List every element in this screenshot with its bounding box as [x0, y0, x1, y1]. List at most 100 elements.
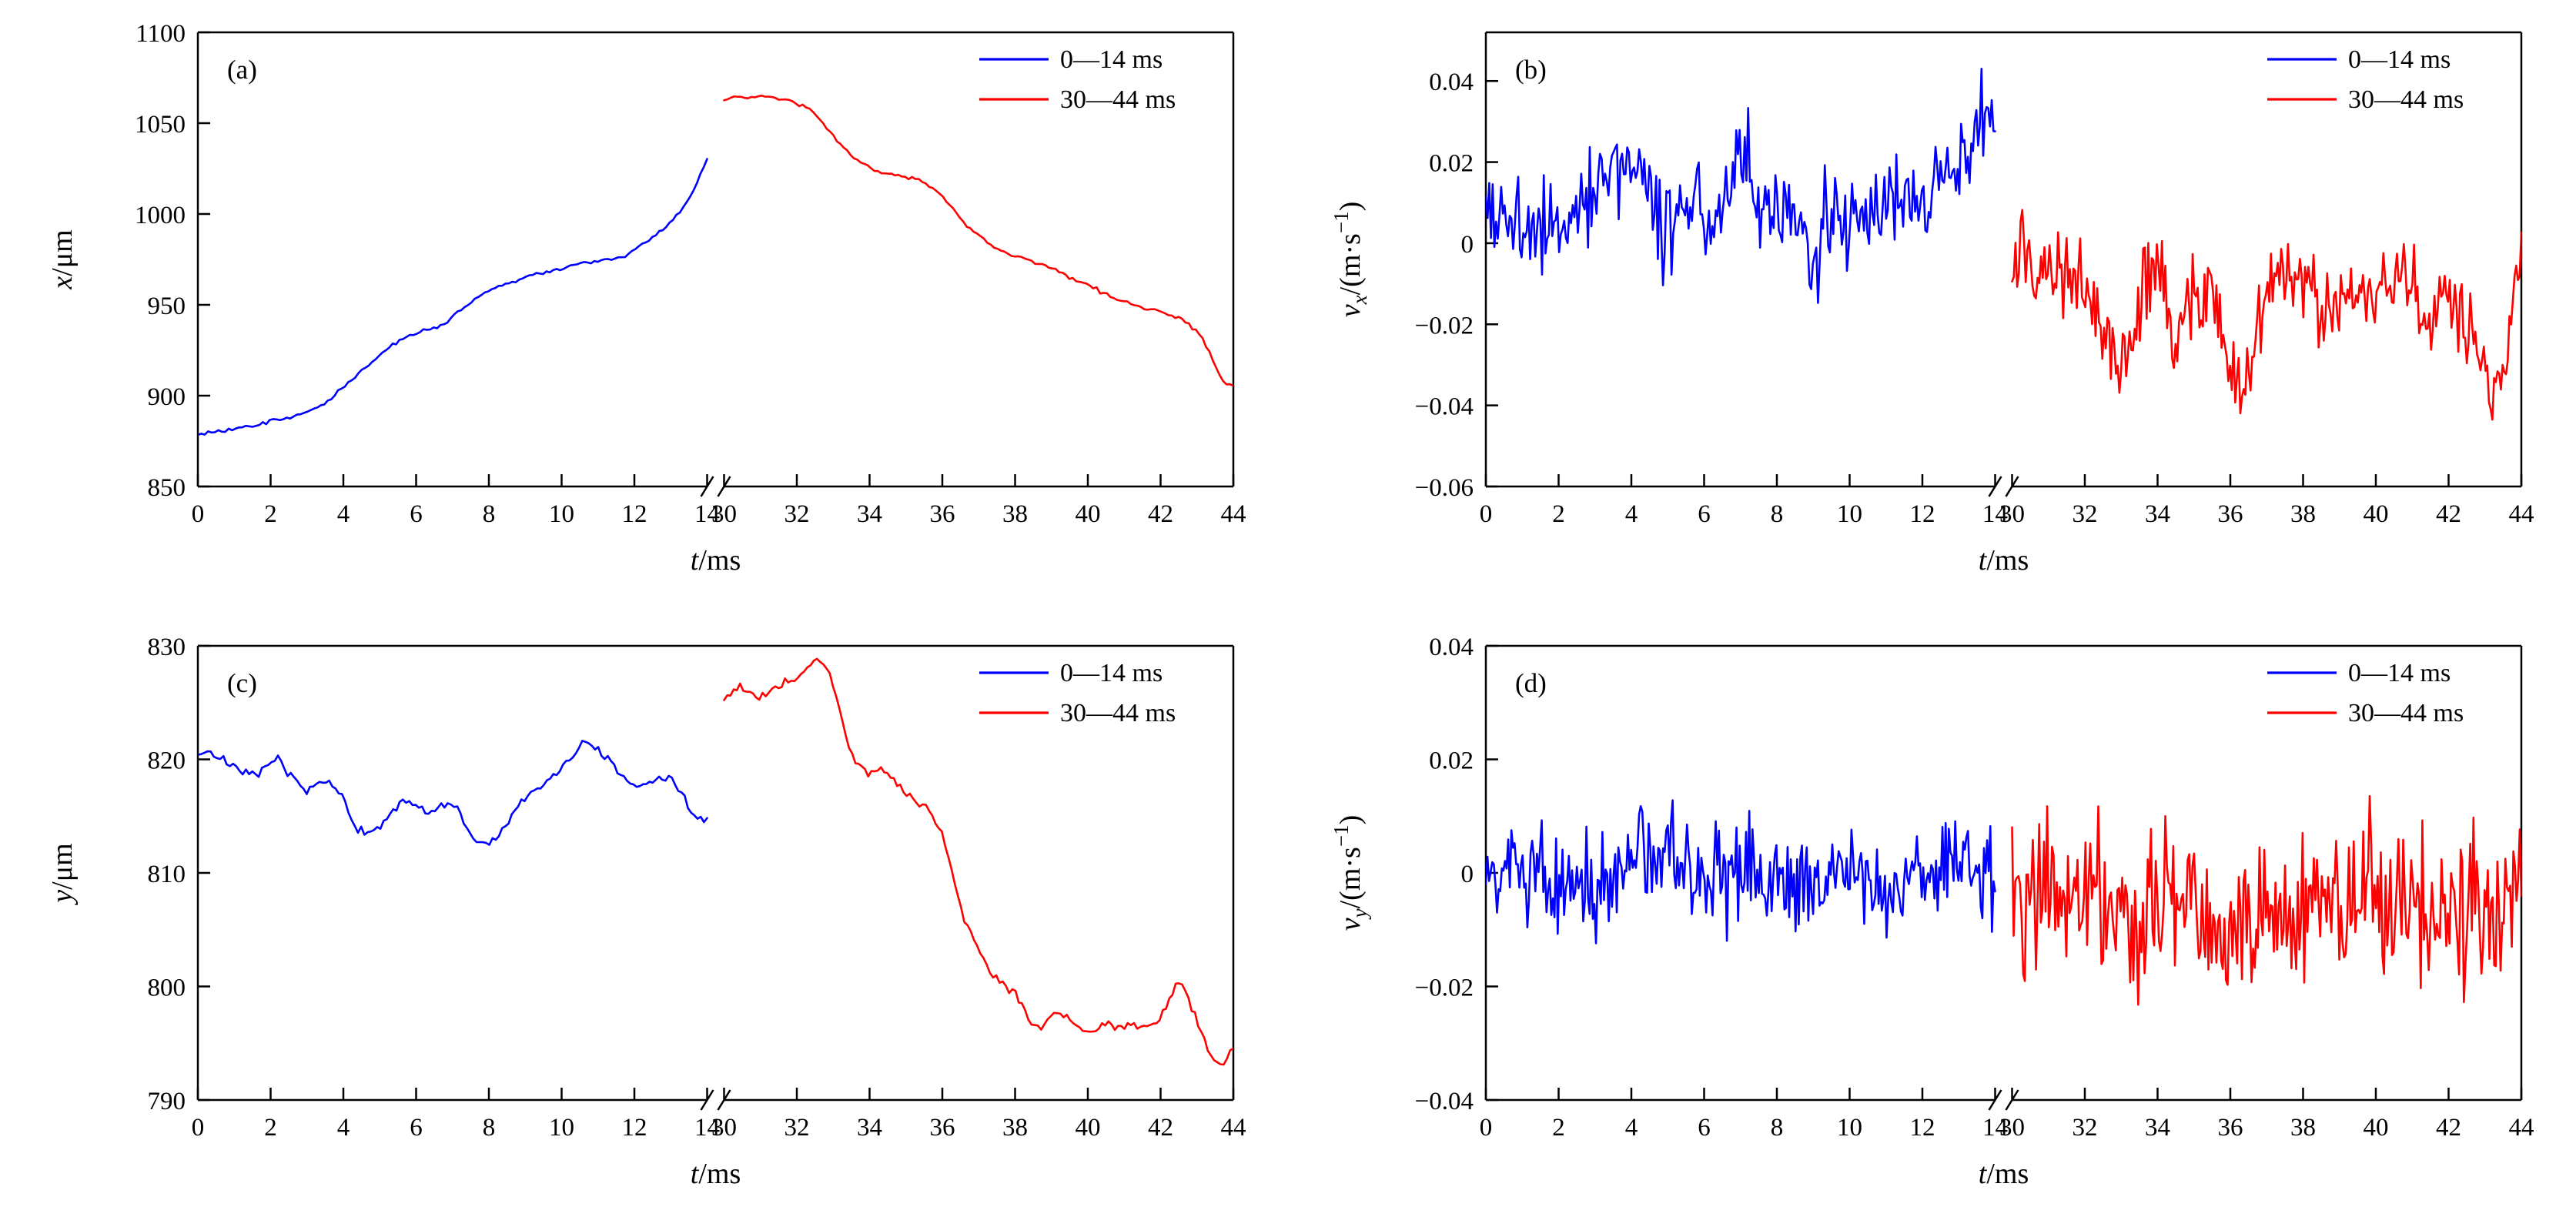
- series-group: [1485, 67, 2521, 420]
- y-axis-label: y/μm: [46, 843, 79, 905]
- x-tick-label: 40: [2363, 500, 2388, 528]
- series-group: [197, 94, 1233, 436]
- x-tick-label: 38: [1002, 1114, 1028, 1142]
- y-axis: −0.06 −0.04 −0.02 0 0.02 0.04: [1414, 69, 1498, 502]
- x-tick-label: 8: [482, 1114, 495, 1142]
- x-tick-label: 4: [1624, 1114, 1638, 1142]
- x-tick-label: 4: [1624, 500, 1638, 528]
- panel-label: (b): [1515, 55, 1547, 85]
- x-tick-label: 2: [264, 500, 277, 528]
- panel-label: (a): [227, 55, 257, 85]
- y-axis-label-unit: /μm: [46, 229, 79, 276]
- y-axis: 850 900 950 1000 1050 1100: [135, 20, 210, 502]
- y-tick-label: −0.02: [1414, 312, 1473, 339]
- x-tick-label: 34: [857, 500, 882, 528]
- panel-label: (c): [227, 668, 257, 698]
- y-axis-label-unit-end: ): [1334, 814, 1367, 824]
- x-tick-label: 8: [1770, 500, 1783, 528]
- x-tick-label: 10: [549, 1114, 574, 1142]
- series-line-30-44ms: [2010, 208, 2521, 420]
- x-tick-label: 10: [1837, 1114, 1862, 1142]
- x-axis-label-var: t: [1978, 1158, 1987, 1190]
- x-axis-label: t/ms: [1978, 1158, 2028, 1190]
- x-tick-label: 2: [264, 1114, 277, 1142]
- legend: 0—14 ms 30—44 ms: [979, 45, 1176, 114]
- y-axis: 790 800 810 820 830: [147, 634, 210, 1115]
- y-axis-label-sub: y: [1348, 908, 1371, 920]
- x-axis-label-var: t: [690, 1158, 699, 1190]
- legend-item: 0—14 ms: [979, 659, 1163, 687]
- series-line-0-14ms: [1485, 67, 1996, 304]
- plot-frame: [196, 644, 1234, 1101]
- x-axis-label-unit: /ms: [1986, 1158, 2029, 1190]
- y-axis-label-unit-end: ): [1334, 201, 1367, 211]
- legend-item: 0—14 ms: [979, 45, 1163, 74]
- y-tick-label: 850: [147, 474, 186, 502]
- x-tick-label: 4: [336, 500, 350, 528]
- x-tick-label: 0: [191, 500, 204, 528]
- x-tick-label: 8: [1770, 1114, 1783, 1142]
- x-tick-label: 36: [929, 500, 955, 528]
- x-tick-label: 40: [1075, 500, 1100, 528]
- series-line-0-14ms: [197, 739, 708, 846]
- x-tick-label: 12: [1909, 500, 1935, 528]
- y-axis-label: vx/(m·s−1): [1330, 201, 1371, 316]
- x-tick-label: 34: [2145, 500, 2170, 528]
- y-axis-label: x/μm: [46, 229, 79, 289]
- x-tick-label: 12: [621, 1114, 647, 1142]
- x-axis-label-unit: /ms: [1986, 544, 2029, 577]
- x-tick-label: 44: [2508, 1114, 2534, 1142]
- x-axis-label: t/ms: [690, 1158, 740, 1190]
- legend-item-label: 0—14 ms: [2348, 45, 2451, 74]
- legend-item-label: 0—14 ms: [2348, 659, 2451, 687]
- legend-item: 30—44 ms: [2267, 699, 2464, 727]
- legend: 0—14 ms 30—44 ms: [2267, 659, 2464, 727]
- series-line-0-14ms: [197, 157, 708, 436]
- x-tick-label: 10: [1837, 500, 1862, 528]
- x-tick-label: 38: [2290, 1114, 2316, 1142]
- x-tick-label: 6: [410, 500, 423, 528]
- panel-b-cell: 0 2 4 6 8 10 12 14 30 32 34 36 38 40 42 44 −0.06 −0.04 −0.…: [1288, 0, 2576, 614]
- panel-c-cell: 0 2 4 6 8 10 12 14 30 32 34 36 38 40 42 44 790 800 810 820 8…: [0, 614, 1288, 1227]
- x-tick-label: 30: [1999, 1114, 2025, 1142]
- y-tick-label: 0.04: [1429, 69, 1474, 96]
- x-tick-label: 30: [711, 500, 737, 528]
- panel-label: (d): [1515, 668, 1547, 698]
- x-tick-label: 4: [336, 1114, 350, 1142]
- x-tick-label: 38: [1002, 500, 1028, 528]
- y-axis-label: vy/(m·s−1): [1330, 814, 1371, 930]
- y-axis-label-unit: /μm: [46, 843, 79, 890]
- y-tick-label: 900: [147, 383, 186, 411]
- legend-item-label: 30—44 ms: [1060, 699, 1176, 727]
- series-line-30-44ms: [2010, 794, 2521, 1005]
- legend-item: 30—44 ms: [2267, 85, 2464, 114]
- y-tick-label: 820: [147, 747, 186, 774]
- series-line-30-44ms: [722, 657, 1233, 1065]
- y-tick-label: 0.04: [1429, 634, 1474, 661]
- x-tick-label: 2: [1552, 1114, 1565, 1142]
- y-tick-label: 0.02: [1429, 747, 1474, 774]
- x-tick-label: 36: [2217, 500, 2243, 528]
- y-axis-label-sup: −1: [1330, 824, 1353, 847]
- x-tick-label: 0: [1479, 1114, 1492, 1142]
- y-tick-label: 810: [147, 861, 186, 888]
- y-tick-label: 950: [147, 293, 186, 320]
- y-axis: −0.04 −0.02 0 0.02 0.04: [1414, 634, 1498, 1115]
- x-tick-label: 44: [1220, 1114, 1246, 1142]
- x-tick-label: 42: [2436, 1114, 2461, 1142]
- y-axis-label-var: y: [46, 889, 79, 905]
- x-tick-label: 30: [711, 1114, 737, 1142]
- y-tick-label: 1100: [135, 20, 186, 48]
- y-axis-label-unit: /(m·s: [1334, 847, 1367, 908]
- x-tick-label: 6: [410, 1114, 423, 1142]
- y-tick-label: −0.06: [1414, 474, 1473, 502]
- y-axis-label-var: x: [46, 276, 79, 289]
